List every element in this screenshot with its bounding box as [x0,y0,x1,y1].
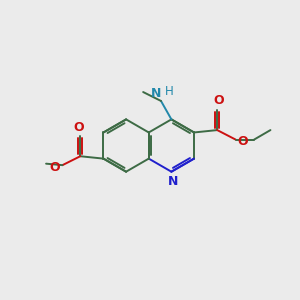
Text: O: O [49,161,60,174]
Text: N: N [151,87,161,100]
Text: O: O [213,94,224,107]
Text: N: N [167,175,178,188]
Text: H: H [165,85,174,98]
Text: O: O [238,136,248,148]
Text: O: O [74,121,84,134]
